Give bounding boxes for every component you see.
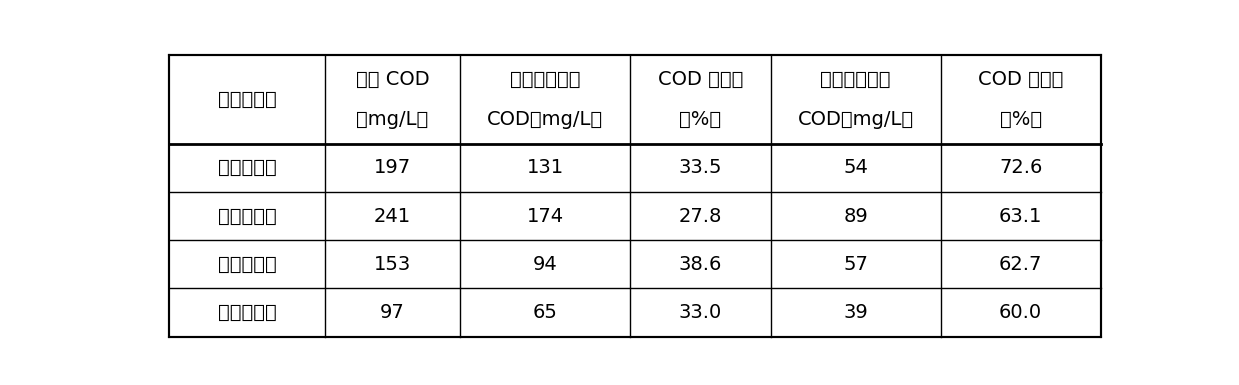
Text: 153: 153 xyxy=(374,255,411,274)
Text: 39: 39 xyxy=(844,303,869,322)
Text: 174: 174 xyxy=(527,207,564,226)
Text: 青霉素废水: 青霉素废水 xyxy=(218,303,276,322)
Text: 27.8: 27.8 xyxy=(679,207,722,226)
Text: 60.0: 60.0 xyxy=(999,303,1042,322)
Text: COD（mg/L）: COD（mg/L） xyxy=(487,110,603,129)
Text: 直接臭氧出水: 直接臭氧出水 xyxy=(510,70,581,89)
Text: 氯霉素废水: 氯霉素废水 xyxy=(218,158,276,177)
Text: 197: 197 xyxy=(374,158,411,177)
Text: （mg/L）: （mg/L） xyxy=(357,110,429,129)
Text: 241: 241 xyxy=(374,207,411,226)
Text: （%）: （%） xyxy=(1000,110,1042,129)
Text: 链霉素废水: 链霉素废水 xyxy=(218,255,276,274)
Text: COD 去除率: COD 去除率 xyxy=(658,70,743,89)
Text: 催化臭氧出水: 催化臭氧出水 xyxy=(820,70,891,89)
Text: 94: 94 xyxy=(533,255,558,274)
Text: 72.6: 72.6 xyxy=(999,158,1042,177)
Text: 97: 97 xyxy=(380,303,405,322)
Text: 进水 COD: 进水 COD xyxy=(356,70,429,89)
Text: 89: 89 xyxy=(844,207,869,226)
Text: 33.0: 33.0 xyxy=(679,303,722,322)
Text: 33.5: 33.5 xyxy=(679,158,722,177)
Text: 65: 65 xyxy=(533,303,558,322)
Text: 57: 57 xyxy=(844,255,869,274)
Text: 抗生素种类: 抗生素种类 xyxy=(218,90,276,109)
Text: COD（mg/L）: COD（mg/L） xyxy=(798,110,914,129)
Text: 54: 54 xyxy=(844,158,869,177)
Text: 63.1: 63.1 xyxy=(999,207,1042,226)
Text: COD 去除率: COD 去除率 xyxy=(978,70,1063,89)
Text: （%）: （%） xyxy=(679,110,721,129)
Text: 62.7: 62.7 xyxy=(999,255,1042,274)
Text: 38.6: 38.6 xyxy=(679,255,722,274)
Text: 131: 131 xyxy=(527,158,564,177)
Text: 红霉素废水: 红霉素废水 xyxy=(218,207,276,226)
